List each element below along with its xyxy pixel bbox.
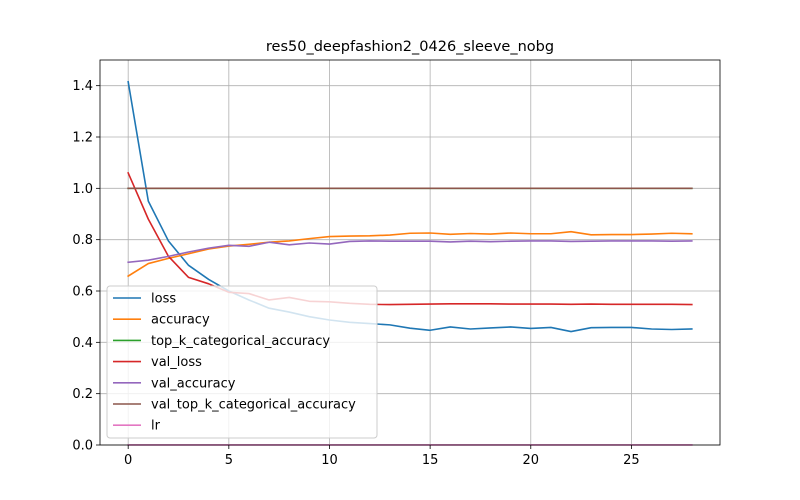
x-tick-label: 15: [422, 453, 439, 468]
x-tick-label: 10: [321, 453, 338, 468]
legend-label: lr: [151, 419, 161, 434]
chart-title: res50_deepfashion2_0426_sleeve_nobg: [266, 39, 554, 55]
legend-label: accuracy: [151, 313, 210, 328]
axis-ticks: 0 5 10 15 20 25 0.0 0.2 0.4 0.6 0.8 1.0 1.2 1.4: [72, 79, 639, 468]
legend-box: [106, 285, 378, 439]
y-tick-label: 1.2: [72, 131, 93, 146]
x-tick-label: 20: [523, 453, 540, 468]
x-tick-label: 0: [124, 453, 132, 468]
y-tick-label: 0.4: [72, 336, 93, 351]
x-tick-label: 5: [225, 453, 233, 468]
legend-label: val_accuracy: [151, 376, 236, 391]
y-tick-label: 0.8: [72, 233, 93, 248]
series-line-val-accuracy: [127, 240, 693, 264]
y-tick-label: 0.0: [72, 439, 93, 454]
legend-label: loss: [151, 292, 176, 307]
x-tick-label: 25: [623, 453, 640, 468]
y-tick-label: 0.2: [72, 387, 93, 402]
y-tick-label: 0.6: [72, 285, 93, 300]
y-tick-label: 1.0: [72, 182, 93, 197]
legend: loss accuracy top_k_categorical_accuracyva…: [106, 285, 378, 439]
legend-label: top_k_categorical_accuracy: [151, 334, 330, 349]
legend-label: val_loss: [151, 355, 202, 370]
plot-frame: [99, 59, 721, 446]
legend-label: val_top_k_categorical_accuracy: [151, 398, 356, 413]
y-tick-label: 1.4: [72, 79, 93, 94]
